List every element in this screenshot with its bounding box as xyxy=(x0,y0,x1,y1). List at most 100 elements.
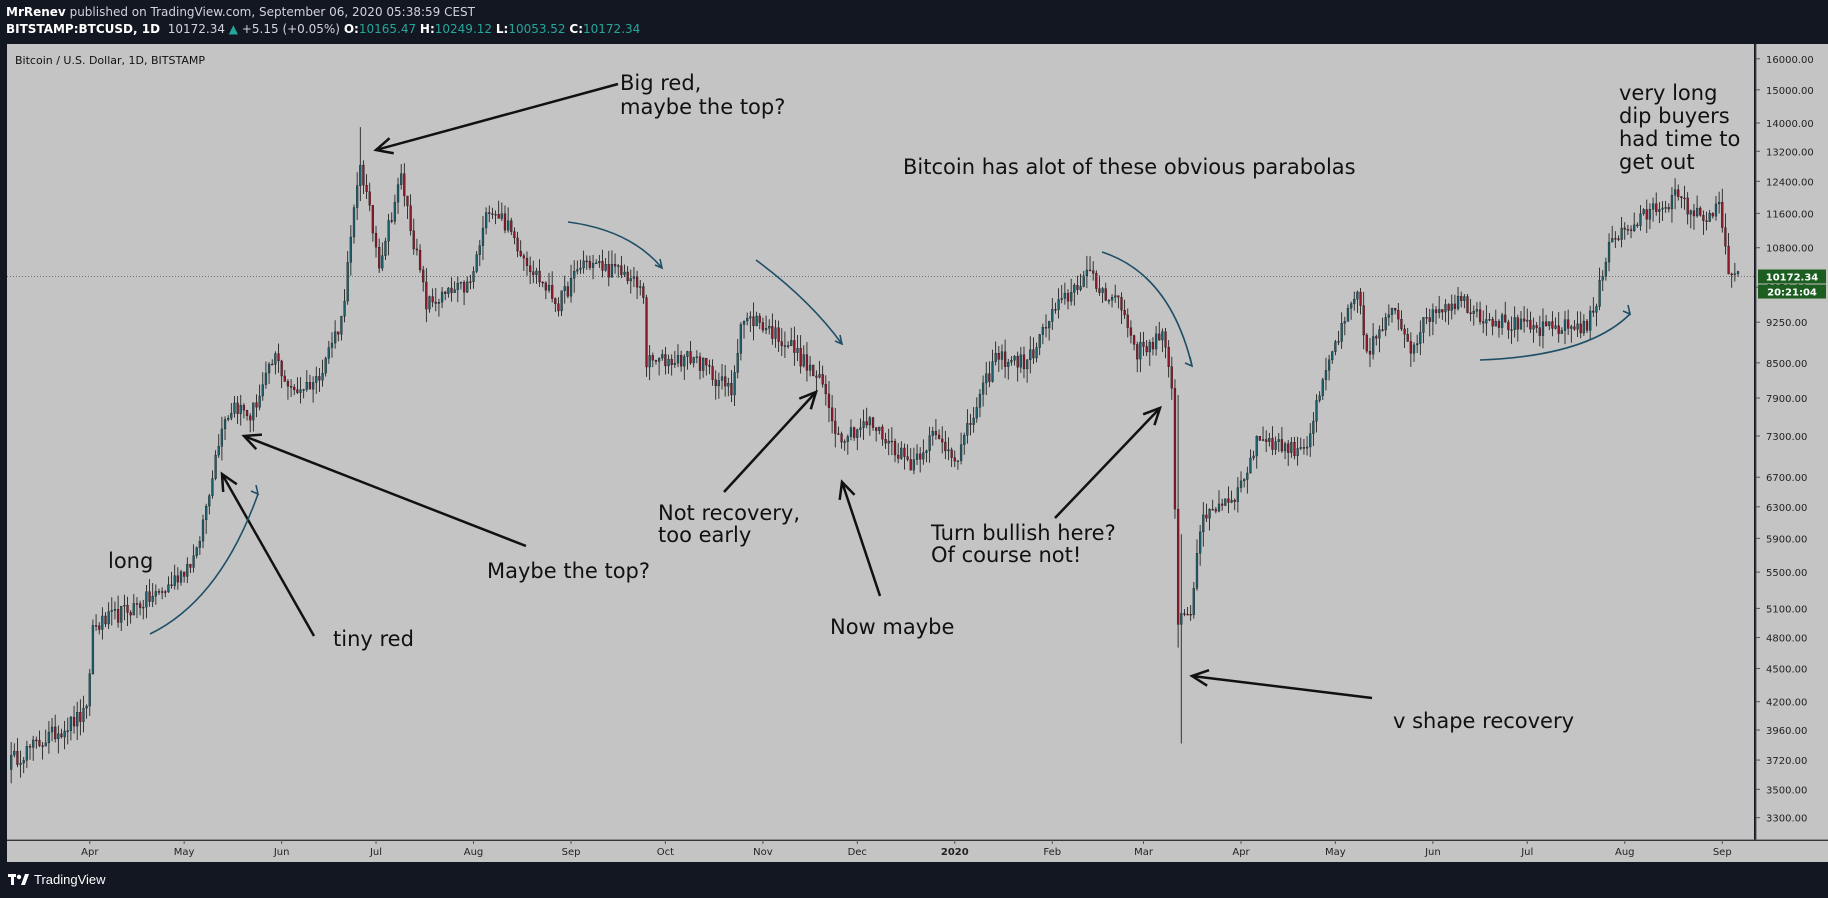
candle-body xyxy=(296,389,299,393)
parabola-curve xyxy=(755,259,843,345)
candle-body xyxy=(897,454,900,459)
candle-body xyxy=(1060,298,1063,300)
candle-body xyxy=(1167,347,1170,367)
candle-body xyxy=(478,245,481,255)
candle-body xyxy=(1422,317,1425,333)
candle-body xyxy=(1079,286,1082,290)
candle-body xyxy=(598,261,601,264)
candle-body xyxy=(378,246,381,269)
candle-body xyxy=(157,591,161,593)
candle-body xyxy=(1425,317,1428,319)
candle-body xyxy=(176,575,179,583)
candle-body xyxy=(761,322,765,331)
candle-body xyxy=(1677,189,1680,197)
candle-body xyxy=(32,739,35,748)
annotation-parabolas: Bitcoin has alot of these obvious parabo… xyxy=(903,155,1356,179)
candle-body xyxy=(447,287,450,294)
candle-body xyxy=(551,285,554,299)
candle-body xyxy=(680,355,683,367)
candle-body xyxy=(66,730,69,732)
candle-body xyxy=(1145,346,1148,353)
price-tick-label: 9250.00 xyxy=(1766,318,1807,329)
candle-body xyxy=(1073,284,1076,293)
candle-body xyxy=(1372,336,1375,355)
annotation-big-red: maybe the top? xyxy=(620,95,785,119)
candle-body xyxy=(1595,306,1598,313)
candle-body xyxy=(513,231,516,239)
candle-body xyxy=(576,269,579,272)
candle-body xyxy=(1573,326,1576,330)
open-value: 10165.47 xyxy=(358,22,417,36)
candle-body xyxy=(1661,207,1664,210)
candle-body xyxy=(38,739,41,746)
tradingview-logo-icon[interactable] xyxy=(8,871,30,889)
candle-body xyxy=(211,478,214,496)
candle-body xyxy=(85,705,88,709)
close-value: 10172.34 xyxy=(583,22,641,36)
candle-body xyxy=(768,326,771,329)
parabola-arrowhead xyxy=(250,484,260,496)
candle-body xyxy=(1258,436,1262,441)
candle-body xyxy=(1148,342,1151,353)
candle-body xyxy=(859,427,862,430)
candle-body xyxy=(714,379,717,387)
candle-body xyxy=(563,286,566,291)
candle-body xyxy=(1227,498,1230,503)
price-tick-label: 10800.00 xyxy=(1766,244,1814,255)
candle-body xyxy=(1321,379,1324,396)
candle-body xyxy=(931,431,934,436)
candle-body xyxy=(635,276,639,288)
candle-body xyxy=(821,374,824,385)
parabola-curve xyxy=(567,221,663,269)
low-value: 10053.52 xyxy=(508,22,566,36)
author-name[interactable]: MrRenev xyxy=(6,5,66,19)
candle-body xyxy=(35,739,38,742)
candle-body xyxy=(233,402,236,414)
candle-body xyxy=(1611,238,1614,243)
candle-body xyxy=(978,393,982,408)
candle-body xyxy=(242,405,246,411)
candle-body xyxy=(1199,531,1202,554)
candle-body xyxy=(280,360,283,377)
candle-body xyxy=(116,609,120,623)
candle-body xyxy=(1236,487,1239,502)
candle-body xyxy=(1230,499,1233,503)
candle-body xyxy=(1161,331,1164,341)
candle-body xyxy=(808,364,812,371)
candle-body xyxy=(50,726,54,733)
candle-body xyxy=(1158,333,1161,341)
candle-body xyxy=(271,363,274,366)
candle-body xyxy=(692,357,695,364)
candle-body xyxy=(1029,349,1032,361)
candle-body xyxy=(1714,203,1718,217)
candle-body xyxy=(1673,189,1677,196)
candle-body xyxy=(742,320,746,325)
brand-name[interactable]: TradingView xyxy=(34,872,106,887)
candle-body xyxy=(1340,323,1343,342)
candle-body xyxy=(10,754,13,770)
candle-body xyxy=(1334,341,1337,352)
price-tick-label: 15000.00 xyxy=(1766,86,1814,97)
symbol-label[interactable]: BITSTAMP:BTCUSD, 1D xyxy=(6,22,161,36)
candle-body xyxy=(1504,314,1507,323)
candle-body xyxy=(1164,331,1167,348)
candle-body xyxy=(1664,207,1667,209)
candle-body xyxy=(900,447,903,459)
candle-body xyxy=(648,355,651,368)
chart-header: MrRenev published on TradingView.com, Se… xyxy=(0,0,1828,44)
time-tick-label: May xyxy=(174,847,195,858)
candle-body xyxy=(400,173,403,185)
candle-body xyxy=(730,383,733,396)
candle-body xyxy=(1092,270,1095,274)
candle-body xyxy=(746,317,749,322)
candle-body xyxy=(1639,213,1642,226)
candle-body xyxy=(186,564,189,577)
candle-body xyxy=(1522,318,1526,322)
candle-body xyxy=(720,376,724,381)
candle-body xyxy=(695,356,698,358)
candle-body xyxy=(1375,336,1378,339)
candle-body xyxy=(1482,321,1485,324)
candle-body xyxy=(170,584,173,586)
candle-body xyxy=(142,606,145,609)
